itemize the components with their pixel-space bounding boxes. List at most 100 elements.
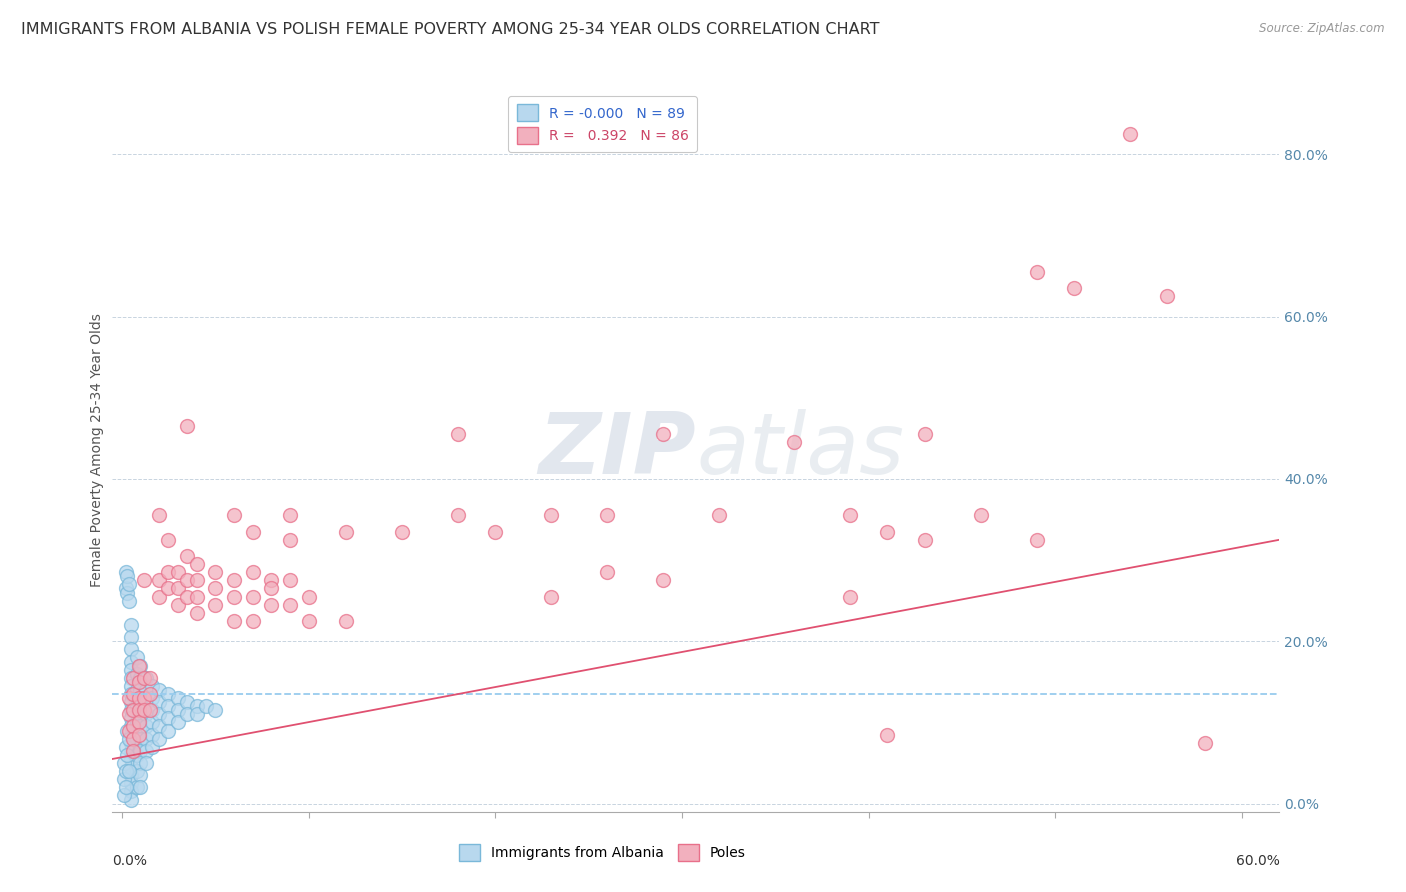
Text: ZIP: ZIP	[538, 409, 696, 492]
Y-axis label: Female Poverty Among 25-34 Year Olds: Female Poverty Among 25-34 Year Olds	[90, 313, 104, 588]
Point	[148, 719, 170, 733]
Point	[120, 679, 142, 693]
Point	[783, 435, 806, 450]
Point	[129, 682, 152, 697]
Point	[157, 711, 180, 725]
Point	[839, 508, 862, 523]
Point	[176, 695, 198, 709]
Point	[120, 752, 142, 766]
Point	[120, 687, 142, 701]
Point	[242, 524, 264, 539]
Point	[157, 723, 180, 738]
Point	[139, 671, 162, 685]
Point	[186, 574, 208, 588]
Point	[134, 671, 156, 685]
Point	[118, 731, 141, 746]
Point	[120, 728, 142, 742]
Point	[141, 691, 163, 706]
Point	[122, 731, 145, 746]
Point	[335, 524, 357, 539]
Point	[540, 590, 562, 604]
Point	[876, 524, 898, 539]
Point	[134, 574, 156, 588]
Point	[135, 731, 157, 746]
Point	[125, 780, 148, 795]
Point	[148, 590, 170, 604]
Point	[128, 728, 150, 742]
Point	[1119, 127, 1142, 141]
Point	[114, 780, 136, 795]
Point	[186, 557, 208, 571]
Point	[260, 574, 283, 588]
Point	[242, 590, 264, 604]
Point	[112, 772, 135, 787]
Point	[129, 731, 152, 746]
Point	[148, 508, 170, 523]
Point	[176, 574, 198, 588]
Point	[166, 598, 188, 612]
Point	[134, 691, 156, 706]
Point	[120, 744, 142, 758]
Point	[114, 764, 136, 778]
Point	[128, 674, 150, 689]
Point	[278, 508, 301, 523]
Point	[122, 703, 145, 717]
Point	[391, 524, 413, 539]
Point	[652, 574, 675, 588]
Point	[139, 687, 162, 701]
Point	[135, 671, 157, 685]
Point	[166, 715, 188, 730]
Point	[157, 533, 180, 547]
Point	[118, 577, 141, 591]
Point	[135, 719, 157, 733]
Point	[120, 768, 142, 782]
Point	[242, 566, 264, 580]
Point	[114, 739, 136, 754]
Point	[120, 618, 142, 632]
Point	[186, 590, 208, 604]
Point	[125, 682, 148, 697]
Point	[128, 715, 150, 730]
Point	[117, 569, 139, 583]
Point	[118, 764, 141, 778]
Point	[135, 707, 157, 722]
Point	[129, 707, 152, 722]
Point	[135, 695, 157, 709]
Point	[970, 508, 993, 523]
Point	[709, 508, 731, 523]
Point	[176, 419, 198, 434]
Point	[166, 703, 188, 717]
Point	[129, 719, 152, 733]
Point	[129, 744, 152, 758]
Point	[122, 687, 145, 701]
Point	[166, 582, 188, 596]
Point	[148, 731, 170, 746]
Point	[157, 566, 180, 580]
Point	[194, 699, 217, 714]
Point	[125, 666, 148, 681]
Point	[129, 671, 152, 685]
Point	[135, 756, 157, 770]
Point	[141, 703, 163, 717]
Point	[540, 508, 562, 523]
Point	[120, 655, 142, 669]
Point	[1156, 289, 1178, 303]
Text: atlas: atlas	[696, 409, 904, 492]
Point	[204, 598, 226, 612]
Point	[141, 728, 163, 742]
Point	[135, 682, 157, 697]
Point	[120, 695, 142, 709]
Text: 60.0%: 60.0%	[1236, 855, 1279, 868]
Point	[242, 614, 264, 628]
Legend: Immigrants from Albania, Poles: Immigrants from Albania, Poles	[454, 838, 751, 866]
Point	[596, 508, 619, 523]
Point	[222, 574, 245, 588]
Point	[118, 593, 141, 607]
Point	[1063, 281, 1085, 295]
Point	[125, 699, 148, 714]
Point	[157, 699, 180, 714]
Point	[125, 747, 148, 762]
Point	[166, 691, 188, 706]
Point	[118, 723, 141, 738]
Point	[447, 427, 470, 442]
